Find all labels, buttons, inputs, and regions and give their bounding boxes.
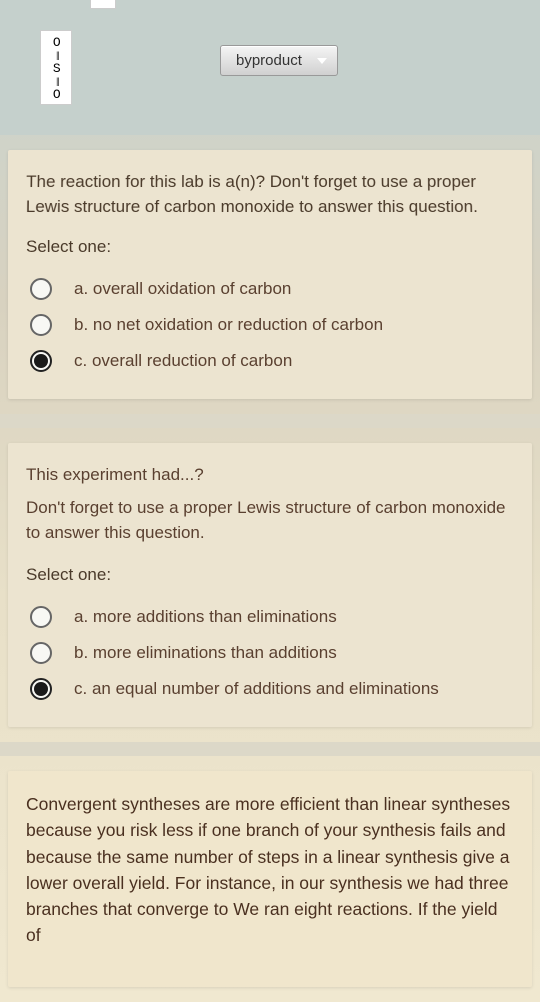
radio-icon[interactable] bbox=[30, 678, 52, 700]
question-3-prompt: Convergent syntheses are more efficient … bbox=[26, 791, 514, 949]
top-dropdown-section: O O‖S‖O byproduct bbox=[0, 0, 540, 135]
radio-icon[interactable] bbox=[30, 314, 52, 336]
radio-icon[interactable] bbox=[30, 350, 52, 372]
question-2-prompt-1: This experiment had...? bbox=[26, 463, 514, 488]
question-3-block: Convergent syntheses are more efficient … bbox=[8, 771, 532, 987]
question-1-prompt: The reaction for this lab is a(n)? Don't… bbox=[26, 170, 515, 219]
option-label: c. overall reduction of carbon bbox=[74, 351, 292, 371]
question-2-prompt-2: Don't forget to use a proper Lewis struc… bbox=[26, 496, 514, 545]
q2-option-c[interactable]: c. an equal number of additions and elim… bbox=[26, 671, 514, 707]
option-label: a. more additions than eliminations bbox=[74, 607, 337, 627]
radio-icon[interactable] bbox=[30, 642, 52, 664]
classification-dropdown[interactable]: byproduct bbox=[220, 45, 338, 76]
divider-strip bbox=[0, 414, 540, 428]
chem-structure-fragment-left: O‖S‖O bbox=[40, 30, 72, 105]
q2-option-a[interactable]: a. more additions than eliminations bbox=[26, 599, 514, 635]
radio-icon[interactable] bbox=[30, 278, 52, 300]
q1-option-a[interactable]: a. overall oxidation of carbon bbox=[26, 271, 514, 307]
q1-option-c[interactable]: c. overall reduction of carbon bbox=[26, 343, 514, 379]
option-label: b. more eliminations than additions bbox=[74, 643, 337, 663]
question-1-block: The reaction for this lab is a(n)? Don't… bbox=[8, 150, 532, 399]
q1-option-b[interactable]: b. no net oxidation or reduction of carb… bbox=[26, 307, 514, 343]
option-label: b. no net oxidation or reduction of carb… bbox=[74, 315, 383, 335]
option-label: a. overall oxidation of carbon bbox=[74, 279, 291, 299]
chem-structure-fragment-top: O bbox=[90, 0, 116, 9]
q2-option-b[interactable]: b. more eliminations than additions bbox=[26, 635, 514, 671]
radio-icon[interactable] bbox=[30, 606, 52, 628]
option-label: c. an equal number of additions and elim… bbox=[74, 679, 439, 699]
select-one-label: Select one: bbox=[26, 565, 514, 585]
select-one-label: Select one: bbox=[26, 237, 514, 257]
divider-strip bbox=[0, 742, 540, 756]
dropdown-value: byproduct bbox=[236, 52, 302, 69]
question-2-block: This experiment had...? Don't forget to … bbox=[8, 443, 532, 727]
